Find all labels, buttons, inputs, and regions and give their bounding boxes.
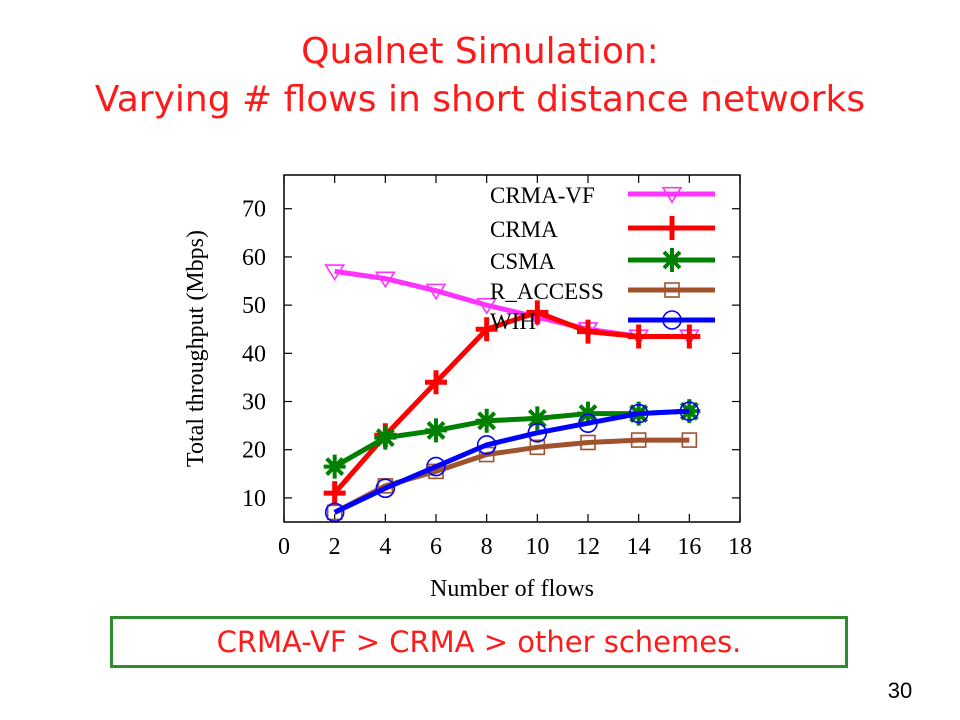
data-point-square: [326, 504, 343, 521]
x-tick-label: 8: [481, 534, 493, 560]
data-point-square: [630, 432, 647, 448]
y-tick-label: 10: [242, 486, 266, 512]
x-tick-label: 2: [329, 534, 341, 560]
legend-label: CRMA: [490, 217, 558, 242]
data-point-square: [529, 439, 546, 456]
data-point-plus: [661, 216, 683, 240]
data-point-plus: [678, 324, 701, 349]
tick-labels: 0 2 4 6 8 10 12 14 16 18 10 20 30 40 50 60 70: [242, 197, 752, 560]
data-point-star: [475, 408, 498, 433]
data-point-circle: [578, 413, 598, 434]
slide-title-line-1: Qualnet Simulation:: [301, 31, 659, 72]
data-point-circle: [375, 478, 396, 499]
x-tick-label: 0: [278, 534, 290, 560]
slide-title-line-2: Varying # flows in short distance networ…: [94, 79, 866, 120]
x-tick-label: 18: [728, 534, 752, 560]
x-tick-label: 12: [576, 534, 600, 560]
legend-label: R_ACCESS: [490, 279, 604, 304]
y-tick-label: 30: [242, 390, 266, 416]
data-point-plus: [526, 300, 549, 325]
data-point-star: [425, 418, 447, 443]
page-number: 30: [887, 678, 913, 703]
data-point-plus: [475, 317, 498, 342]
data-point-star: [374, 425, 397, 450]
data-point-plus: [425, 370, 447, 395]
data-point-plus: [577, 319, 599, 344]
data-point-square: [664, 282, 680, 298]
data-point-triangle: [425, 283, 447, 301]
series-crma: [323, 300, 701, 506]
legend-label: WIH: [490, 309, 536, 334]
data-point-star: [323, 454, 346, 479]
data-point-triangle: [324, 264, 346, 281]
series-wih: [324, 401, 700, 523]
series-layer: [323, 264, 701, 523]
x-tick-label: 16: [677, 534, 701, 560]
data-point-square: [580, 434, 596, 451]
plot-frame: [283, 174, 741, 523]
x-axis-label: Number of flows: [430, 576, 594, 602]
data-point-square: [681, 432, 698, 448]
data-point-triangle: [661, 186, 683, 204]
x-tick-label: 14: [627, 534, 651, 560]
y-tick-label: 60: [242, 245, 266, 271]
data-point-star: [661, 248, 683, 272]
data-point-plus: [323, 481, 346, 506]
data-point-circle: [628, 403, 649, 424]
x-tick-label: 4: [379, 534, 391, 560]
x-tick-label: 10: [525, 534, 549, 560]
data-point-triangle: [476, 298, 498, 315]
y-tick-label: 40: [242, 341, 266, 367]
chart-legend: CRMA-VF CRMA CSMA R_ACCESS WIH: [490, 183, 715, 334]
data-point-circle: [679, 401, 700, 421]
y-tick-label: 20: [242, 438, 266, 464]
data-point-star: [526, 406, 549, 431]
x-tick-label: 6: [430, 534, 442, 560]
legend-label: CRMA-VF: [490, 183, 595, 208]
data-point-circle: [476, 435, 497, 455]
y-axis-label: Total throughput (Mbps): [183, 230, 209, 467]
data-point-circle: [662, 310, 682, 330]
y-tick-label: 70: [242, 197, 266, 223]
data-point-triangle: [374, 271, 396, 289]
data-point-plus: [627, 324, 650, 349]
legend-label: CSMA: [490, 249, 556, 274]
series-line: [333, 437, 690, 515]
data-point-circle: [426, 456, 446, 477]
data-point-circle: [527, 423, 548, 443]
conclusion-box: CRMA-VF > CRMA > other schemes.: [110, 616, 848, 668]
y-tick-label: 50: [242, 293, 266, 319]
